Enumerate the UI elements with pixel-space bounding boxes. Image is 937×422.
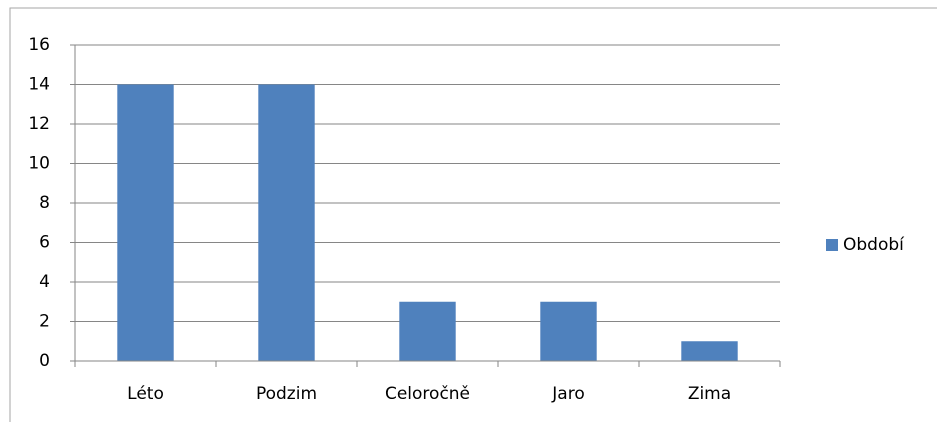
bar: [258, 84, 315, 361]
y-tick-label: 6: [39, 233, 50, 253]
chart-border: [9, 7, 937, 422]
legend-label: Období: [843, 235, 905, 255]
bar: [540, 301, 597, 361]
y-tick-label: 16: [28, 35, 50, 55]
x-tick-label: Zima: [688, 384, 731, 404]
x-tick-label: Celoročně: [385, 384, 470, 404]
bar: [117, 84, 174, 361]
y-tick-label: 12: [28, 114, 50, 134]
x-tick-label: Jaro: [551, 384, 584, 404]
bar: [681, 341, 738, 361]
y-tick-label: 8: [39, 193, 50, 213]
x-tick-label: Léto: [127, 384, 164, 404]
y-tick-label: 4: [39, 272, 50, 292]
y-tick-label: 14: [28, 75, 50, 95]
x-tick-label: Podzim: [256, 384, 317, 404]
y-tick-label: 2: [39, 312, 50, 332]
y-tick-label: 10: [28, 154, 50, 174]
bar: [399, 301, 456, 361]
legend-swatch: [826, 239, 838, 251]
y-tick-label: 0: [39, 351, 50, 371]
